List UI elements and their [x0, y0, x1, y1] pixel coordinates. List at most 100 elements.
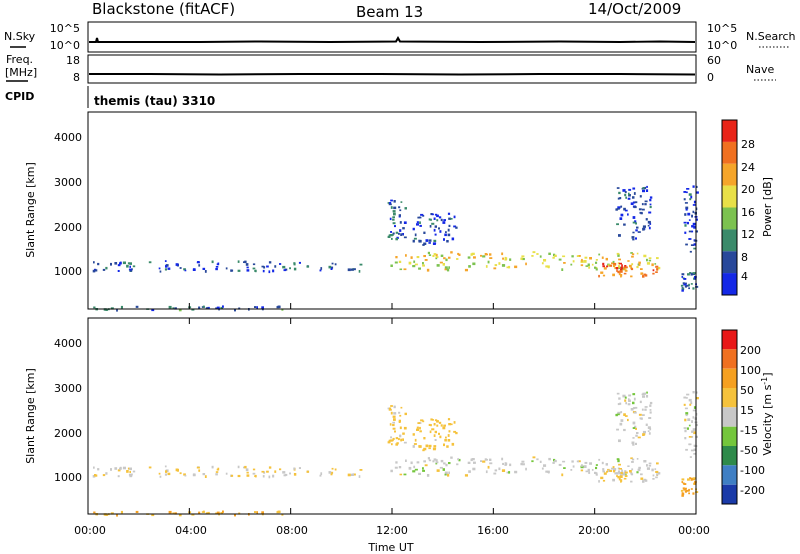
power-cell: [617, 265, 620, 268]
velocity-cell: [306, 470, 310, 473]
velocity-cell: [642, 392, 645, 395]
power-cell: [388, 203, 392, 206]
power-cell: [648, 226, 651, 230]
velocity-cell: [625, 402, 627, 405]
velocity-cell: [652, 478, 655, 480]
power-cell: [642, 225, 646, 228]
velocity-cell: [432, 460, 435, 463]
power-cell: [222, 305, 224, 308]
colorbar-swatch: [722, 273, 737, 295]
power-cell: [562, 255, 566, 258]
velocity-cell: [632, 437, 635, 439]
velocity-cell: [164, 465, 167, 468]
power-cell: [583, 260, 587, 263]
velocity-cell: [158, 472, 161, 475]
power-cell: [683, 198, 686, 201]
power-cell: [215, 307, 219, 309]
power-cell: [105, 309, 108, 311]
velocity-cell: [681, 481, 684, 483]
colorbar-frame: [721, 119, 738, 296]
velocity-cell: [319, 474, 322, 477]
power-cell: [165, 265, 168, 268]
velocity-cell: [618, 439, 621, 443]
velocity-cell: [649, 411, 652, 414]
power-cell: [433, 253, 437, 256]
velocity-panel-bg: [88, 318, 696, 514]
power-cell: [393, 212, 396, 216]
x-axis-ticks: [87, 303, 697, 514]
power-cell: [268, 270, 271, 274]
nsearch-label: N.Search: [746, 30, 796, 43]
power-cell: [392, 222, 396, 225]
freq-label-line2: [MHz]: [5, 66, 37, 79]
power-cell: [450, 218, 453, 220]
velocity-cell: [254, 474, 257, 478]
velocity-ytick-1000: 1000: [54, 471, 82, 484]
power-cell: [553, 253, 556, 257]
x-tick-0800: 08:00: [276, 524, 308, 537]
velocity-cell: [613, 470, 616, 473]
velocity-cell: [331, 467, 334, 470]
power-cell: [128, 268, 132, 271]
power-cell: [547, 266, 550, 269]
velocity-cell: [606, 470, 609, 473]
power-cell: [632, 231, 635, 234]
velocity-cell: [690, 401, 693, 405]
power-cell: [135, 305, 139, 308]
velocity-cell: [122, 466, 126, 470]
power-cell: [612, 273, 615, 277]
velocity-cell: [689, 477, 692, 479]
power-cell: [244, 260, 247, 264]
velocity-cell: [632, 427, 636, 429]
velocity-cell: [580, 469, 584, 472]
nave-tick-top: 60: [707, 54, 721, 67]
power-cell: [642, 187, 645, 190]
velocity-cell: [611, 467, 614, 470]
velocity-cell: [624, 396, 627, 399]
velocity-cell: [489, 458, 492, 461]
power-cell: [400, 233, 403, 236]
freq-trace: [89, 73, 696, 76]
velocity-cell: [117, 469, 121, 472]
velocity-cbar-tick-200: 200: [740, 344, 761, 357]
velocity-cell: [433, 458, 437, 461]
power-cell: [127, 262, 130, 265]
velocity-cell: [688, 443, 692, 446]
power-cell: [427, 251, 430, 255]
power-panel-bg: [88, 112, 696, 309]
velocity-cell: [598, 480, 600, 483]
velocity-cell: [358, 475, 361, 478]
power-colorbar: [721, 119, 738, 296]
freq-tick-top: 18: [66, 54, 80, 67]
velocity-cell: [398, 466, 402, 469]
velocity-cell: [595, 472, 598, 475]
power-cell: [638, 208, 642, 211]
power-cell: [685, 284, 689, 287]
power-cell: [148, 261, 152, 264]
colorbar-swatch: [722, 120, 737, 142]
colorbar-swatch: [722, 185, 737, 208]
power-cell: [215, 266, 219, 268]
power-cell: [159, 270, 162, 273]
power-cell: [413, 260, 416, 263]
power-cell: [262, 269, 265, 273]
power-cell: [572, 260, 575, 263]
velocity-cell: [630, 473, 634, 476]
power-cell: [422, 262, 424, 265]
velocity-cell: [682, 487, 685, 490]
power-cell: [398, 206, 401, 209]
velocity-cell: [416, 461, 420, 464]
velocity-cell: [117, 475, 120, 478]
power-cell: [570, 263, 573, 266]
power-cell: [398, 214, 401, 217]
power-cell: [256, 306, 258, 309]
power-cell: [655, 265, 659, 268]
velocity-cell: [646, 464, 648, 467]
velocity-cell: [624, 415, 628, 417]
velocity-cell: [688, 424, 691, 427]
velocity-cell: [543, 464, 547, 467]
power-cell: [399, 268, 403, 271]
velocity-cell: [193, 473, 196, 477]
velocity-cell: [431, 428, 435, 431]
velocity-cell: [484, 458, 487, 461]
